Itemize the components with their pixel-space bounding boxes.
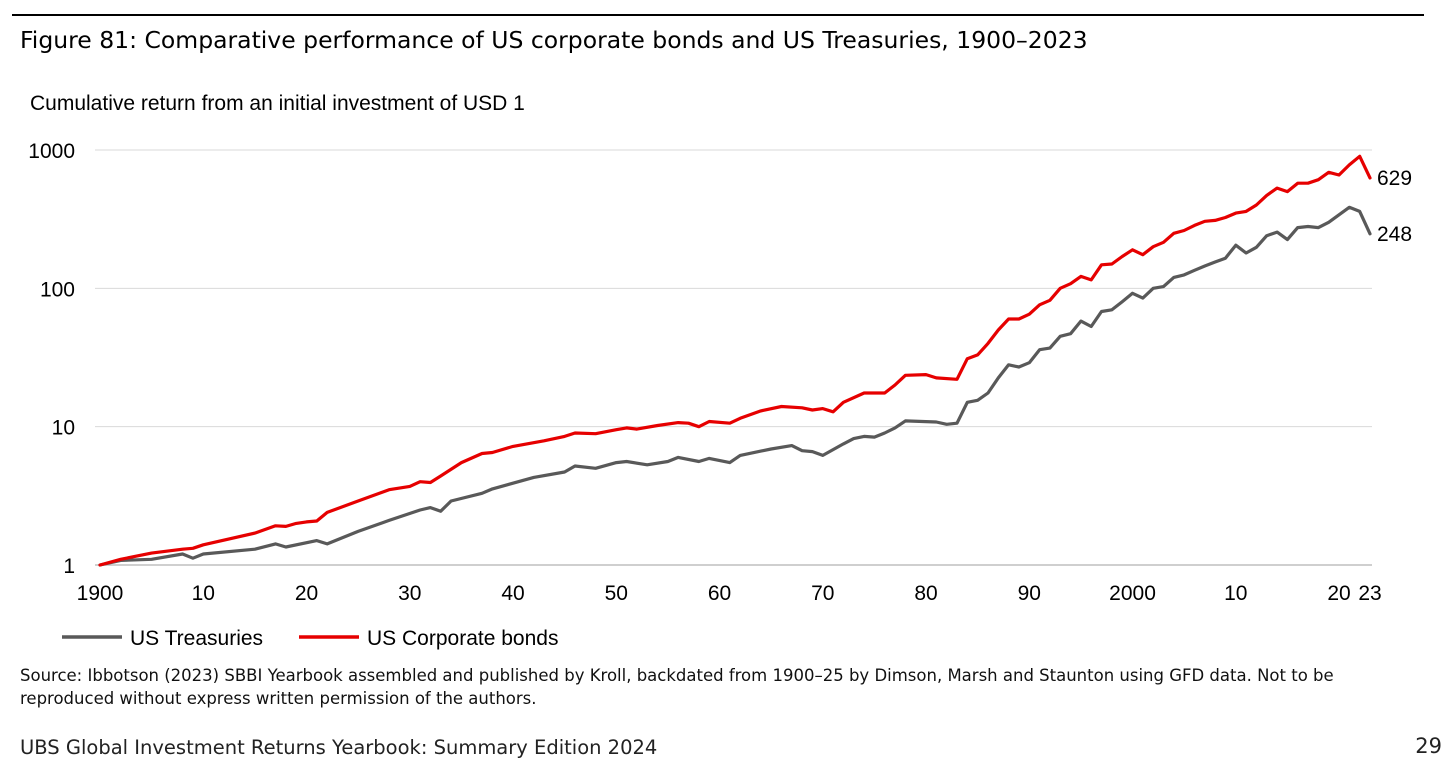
y-tick-label-100: 100 [40, 278, 75, 301]
figure-title: Figure 81: Comparative performance of US… [20, 26, 1088, 54]
y-tick-label-1: 1 [63, 555, 75, 578]
y-tick-label-10: 10 [52, 417, 75, 440]
end-labels: 248 629 [1377, 167, 1412, 246]
x-tick-label-1920: 20 [295, 582, 318, 605]
x-tick-label-1930: 30 [398, 582, 421, 605]
line-chart: Cumulative return from an initial invest… [28, 92, 1412, 650]
y-axis-label: Cumulative return from an initial invest… [30, 92, 525, 115]
gridlines [95, 149, 1372, 566]
x-tick-label-1990: 90 [1018, 582, 1041, 605]
x-tick-label-2023: 23 [1358, 582, 1381, 605]
end-label-1: 629 [1377, 167, 1412, 190]
footer-text: UBS Global Investment Returns Yearbook: … [20, 736, 658, 759]
x-tick-labels: 1900 10 20 30 40 50 60 70 80 90 2000 10 20 23 [77, 582, 1382, 605]
y-tick-label-1000: 1000 [28, 140, 75, 163]
x-tick-label-1970: 70 [811, 582, 834, 605]
legend-label-0: US Treasuries [130, 627, 263, 650]
x-tick-label-1980: 80 [914, 582, 937, 605]
x-tick-label-1940: 40 [501, 582, 524, 605]
x-tick-label-1950: 50 [605, 582, 628, 605]
x-tick-label-1960: 60 [708, 582, 731, 605]
source-note: Source: Ibbotson (2023) SBBI Yearbook as… [20, 666, 1334, 708]
series-lines [98, 154, 1372, 567]
legend-label-1: US Corporate bonds [367, 627, 558, 650]
x-tick-label-2020: 20 [1327, 582, 1350, 605]
end-label-0: 248 [1377, 223, 1412, 246]
x-tick-label-2000: 2000 [1109, 582, 1156, 605]
series-line-0 [98, 205, 1372, 567]
series-line-1 [98, 154, 1372, 567]
page-number: 29 [1415, 734, 1442, 758]
x-tick-label-1900: 1900 [77, 582, 124, 605]
top-rule [12, 14, 1424, 16]
x-tick-label-1910: 10 [192, 582, 215, 605]
y-tick-labels: 1 10 100 1000 [28, 140, 75, 578]
x-tick-label-2010: 10 [1224, 582, 1247, 605]
legend: US Treasuries US Corporate bonds [62, 627, 558, 650]
